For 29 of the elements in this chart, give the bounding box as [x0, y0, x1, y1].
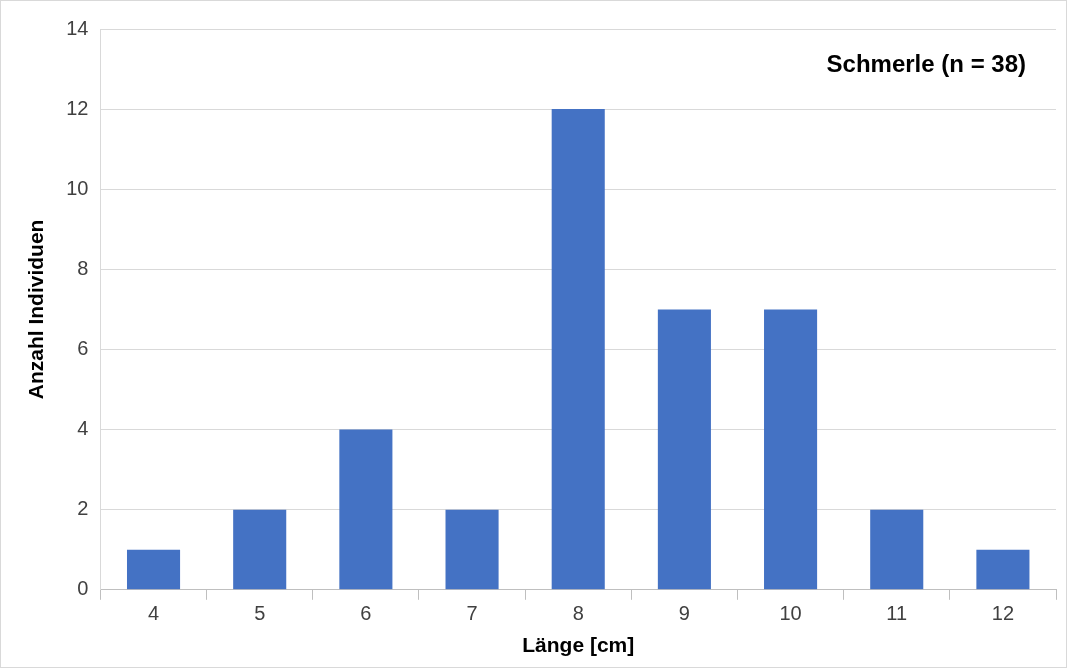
y-tick-label: 0 [77, 577, 89, 600]
text: Schmerle (n = 38) [826, 49, 1026, 77]
y-axis-title: Anzahl Individuen [24, 219, 48, 400]
bar [657, 309, 711, 590]
y-tick-label: 4 [77, 417, 89, 440]
x-tick-label: 12 [991, 602, 1015, 625]
y-tick-label: 10 [66, 176, 89, 199]
y-tick-label: 8 [77, 256, 89, 279]
y-tick-label: 14 [66, 16, 89, 39]
bar [870, 509, 924, 590]
bar [445, 509, 499, 590]
bar [126, 549, 181, 590]
x-tick-label: 4 [147, 602, 160, 625]
x-tick-label: 8 [572, 602, 584, 625]
x-tick-label: 6 [360, 602, 372, 625]
x-tick-label: 7 [466, 602, 478, 625]
x-tick-label: 11 [886, 602, 908, 625]
y-tick-label: 12 [66, 96, 89, 119]
bar [233, 509, 287, 590]
x-tick-label: 10 [779, 602, 802, 625]
bar [551, 109, 605, 590]
x-tick-label: 9 [678, 602, 690, 625]
y-tick-label: 6 [77, 336, 89, 359]
x-axis-title: Länge [cm] [522, 633, 635, 657]
y-tick-label: 2 [77, 497, 89, 520]
bar [339, 429, 393, 590]
bar [976, 549, 1030, 590]
bar [764, 309, 818, 590]
x-tick-label: 5 [254, 602, 266, 625]
